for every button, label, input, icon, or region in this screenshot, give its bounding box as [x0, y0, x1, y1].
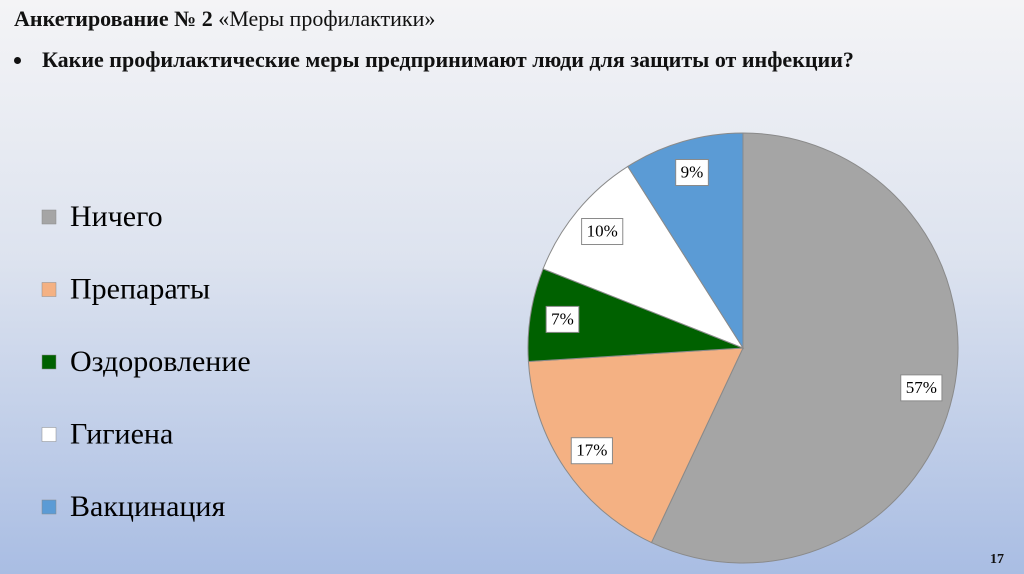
legend-swatch: [41, 209, 57, 225]
page-number: 17: [990, 552, 1004, 567]
data-label-box: [570, 437, 613, 465]
data-label-box: [581, 218, 624, 246]
legend-swatch: [41, 354, 57, 370]
data-label: 9%: [681, 162, 704, 181]
pie-slice: [542, 165, 745, 350]
title-rest: «Меры профилактики»: [218, 6, 436, 31]
data-label: 17%: [576, 441, 607, 460]
pie-slice: [627, 132, 744, 350]
data-label-box: [545, 305, 580, 333]
data-label-box: [675, 159, 709, 187]
data-label: 57%: [906, 378, 937, 397]
slide-title: Анкетирование № 2 «Меры профилактики»: [14, 6, 435, 32]
data-label-box: [900, 374, 943, 402]
legend-swatch: [41, 282, 57, 297]
legend-label: Препараты: [70, 272, 210, 305]
data-label: 7%: [551, 309, 574, 328]
title-bold: Анкетирование № 2: [14, 6, 213, 31]
pie-slice: [650, 132, 959, 564]
legend-label: Вакцинация: [70, 490, 225, 523]
legend-swatch: [41, 499, 57, 515]
legend-label: Гигиена: [70, 417, 173, 450]
data-label: 10%: [587, 221, 618, 240]
legend-label: Оздоровление: [70, 345, 251, 378]
legend-label: Ничего: [70, 200, 163, 233]
legend-swatch: [41, 427, 57, 442]
pie-slice: [527, 347, 744, 544]
question-list: Какие профилактические меры предпринимаю…: [14, 44, 994, 76]
question: Какие профилактические меры предпринимаю…: [34, 44, 942, 76]
